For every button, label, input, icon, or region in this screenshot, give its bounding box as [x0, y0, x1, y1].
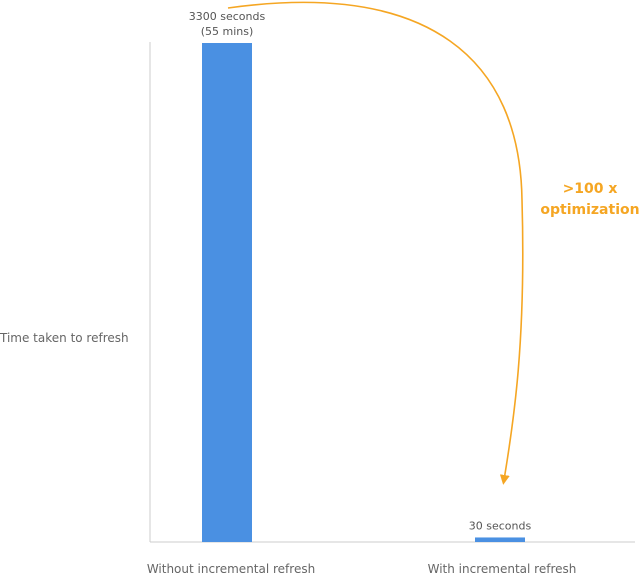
- annotation-line-2: optimization: [540, 202, 639, 218]
- y-axis-label: Time taken to refresh: [0, 331, 129, 345]
- bar-without-incremental-refresh: [202, 43, 252, 542]
- optimization-arrow: [227, 1, 524, 485]
- bar-value-label: 3300 seconds: [189, 10, 266, 23]
- bar-with-incremental-refresh: [475, 537, 525, 542]
- annotation-line-1: >100 x: [563, 181, 618, 197]
- category-label: Without incremental refresh: [147, 562, 315, 576]
- bar-value-sublabel: (55 mins): [201, 25, 254, 38]
- category-label: With incremental refresh: [428, 562, 577, 576]
- bar-value-label: 30 seconds: [469, 519, 532, 532]
